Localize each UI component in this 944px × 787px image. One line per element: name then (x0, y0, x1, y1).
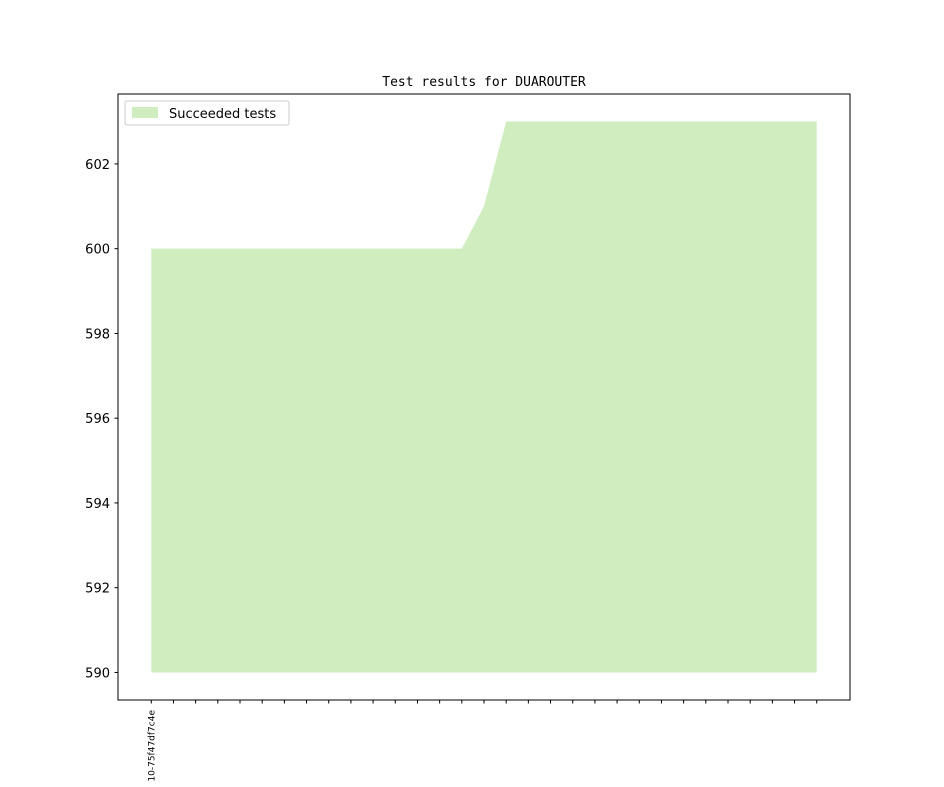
chart-title: Test results for DUAROUTER (382, 75, 586, 90)
y-tick-label: 598 (85, 327, 110, 342)
y-tick-label: 602 (85, 158, 110, 173)
x-tick-label: 10-75f47df7c4e (147, 710, 157, 782)
y-tick-label: 596 (85, 412, 110, 427)
legend-label: Succeeded tests (169, 107, 276, 122)
legend-box (124, 100, 290, 126)
y-tick-label: 592 (85, 582, 110, 597)
legend-swatch (132, 107, 158, 118)
y-tick-label: 594 (85, 497, 110, 512)
area (151, 121, 817, 673)
y-tick-label: 590 (85, 666, 110, 681)
y-tick-label: 600 (85, 243, 110, 258)
